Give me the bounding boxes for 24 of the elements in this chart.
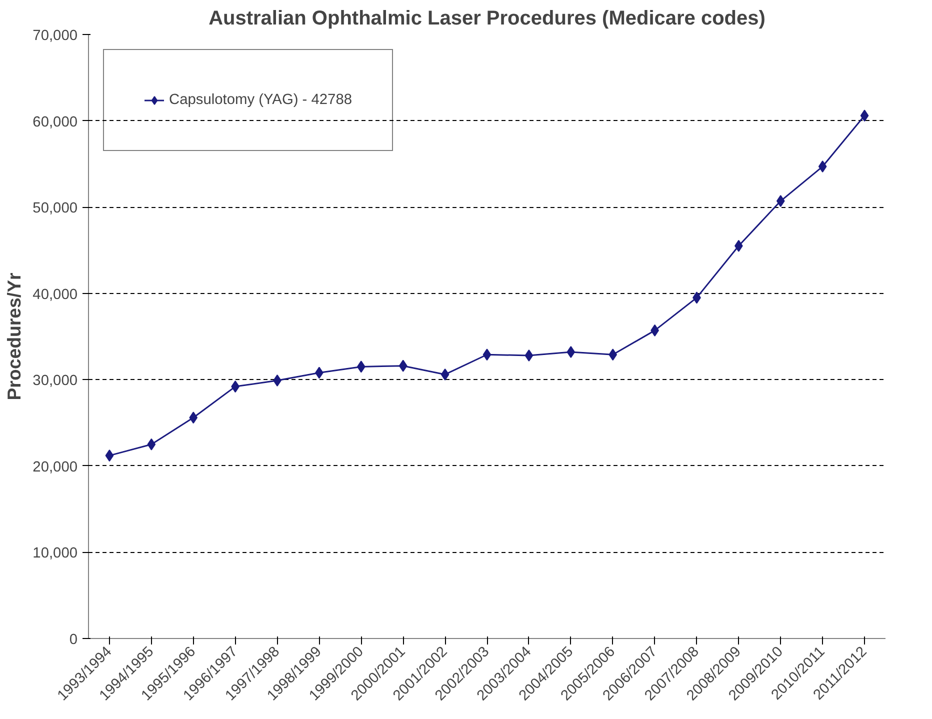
y-tick-label: 50,000 bbox=[32, 200, 78, 217]
point bbox=[356, 360, 366, 373]
y-tick-label: 20,000 bbox=[32, 459, 78, 476]
point bbox=[398, 360, 408, 372]
point bbox=[776, 195, 785, 208]
point bbox=[440, 368, 450, 380]
y-tick-label: 10,000 bbox=[32, 546, 78, 562]
point bbox=[818, 160, 827, 173]
chart-title: Australian Ophthalmic Laser Procedures (Medicare codes) bbox=[208, 8, 766, 30]
point bbox=[566, 346, 576, 358]
point bbox=[189, 412, 198, 424]
y-tick-label: 60,000 bbox=[32, 114, 78, 130]
point bbox=[608, 348, 618, 361]
y-tick-label: 40,000 bbox=[32, 286, 78, 303]
point bbox=[482, 348, 492, 361]
y-tick-label: 0 bbox=[69, 632, 78, 648]
y-tick-label: 70,000 bbox=[32, 28, 78, 44]
point bbox=[860, 110, 869, 122]
point bbox=[105, 450, 114, 462]
point bbox=[524, 349, 534, 362]
y-axis-title: Procedures/Yr bbox=[4, 272, 25, 400]
point bbox=[147, 438, 156, 450]
y-tick-label: 30,000 bbox=[32, 373, 78, 390]
legend-label: Capsulotomy (YAG) - 42788 bbox=[169, 92, 352, 108]
